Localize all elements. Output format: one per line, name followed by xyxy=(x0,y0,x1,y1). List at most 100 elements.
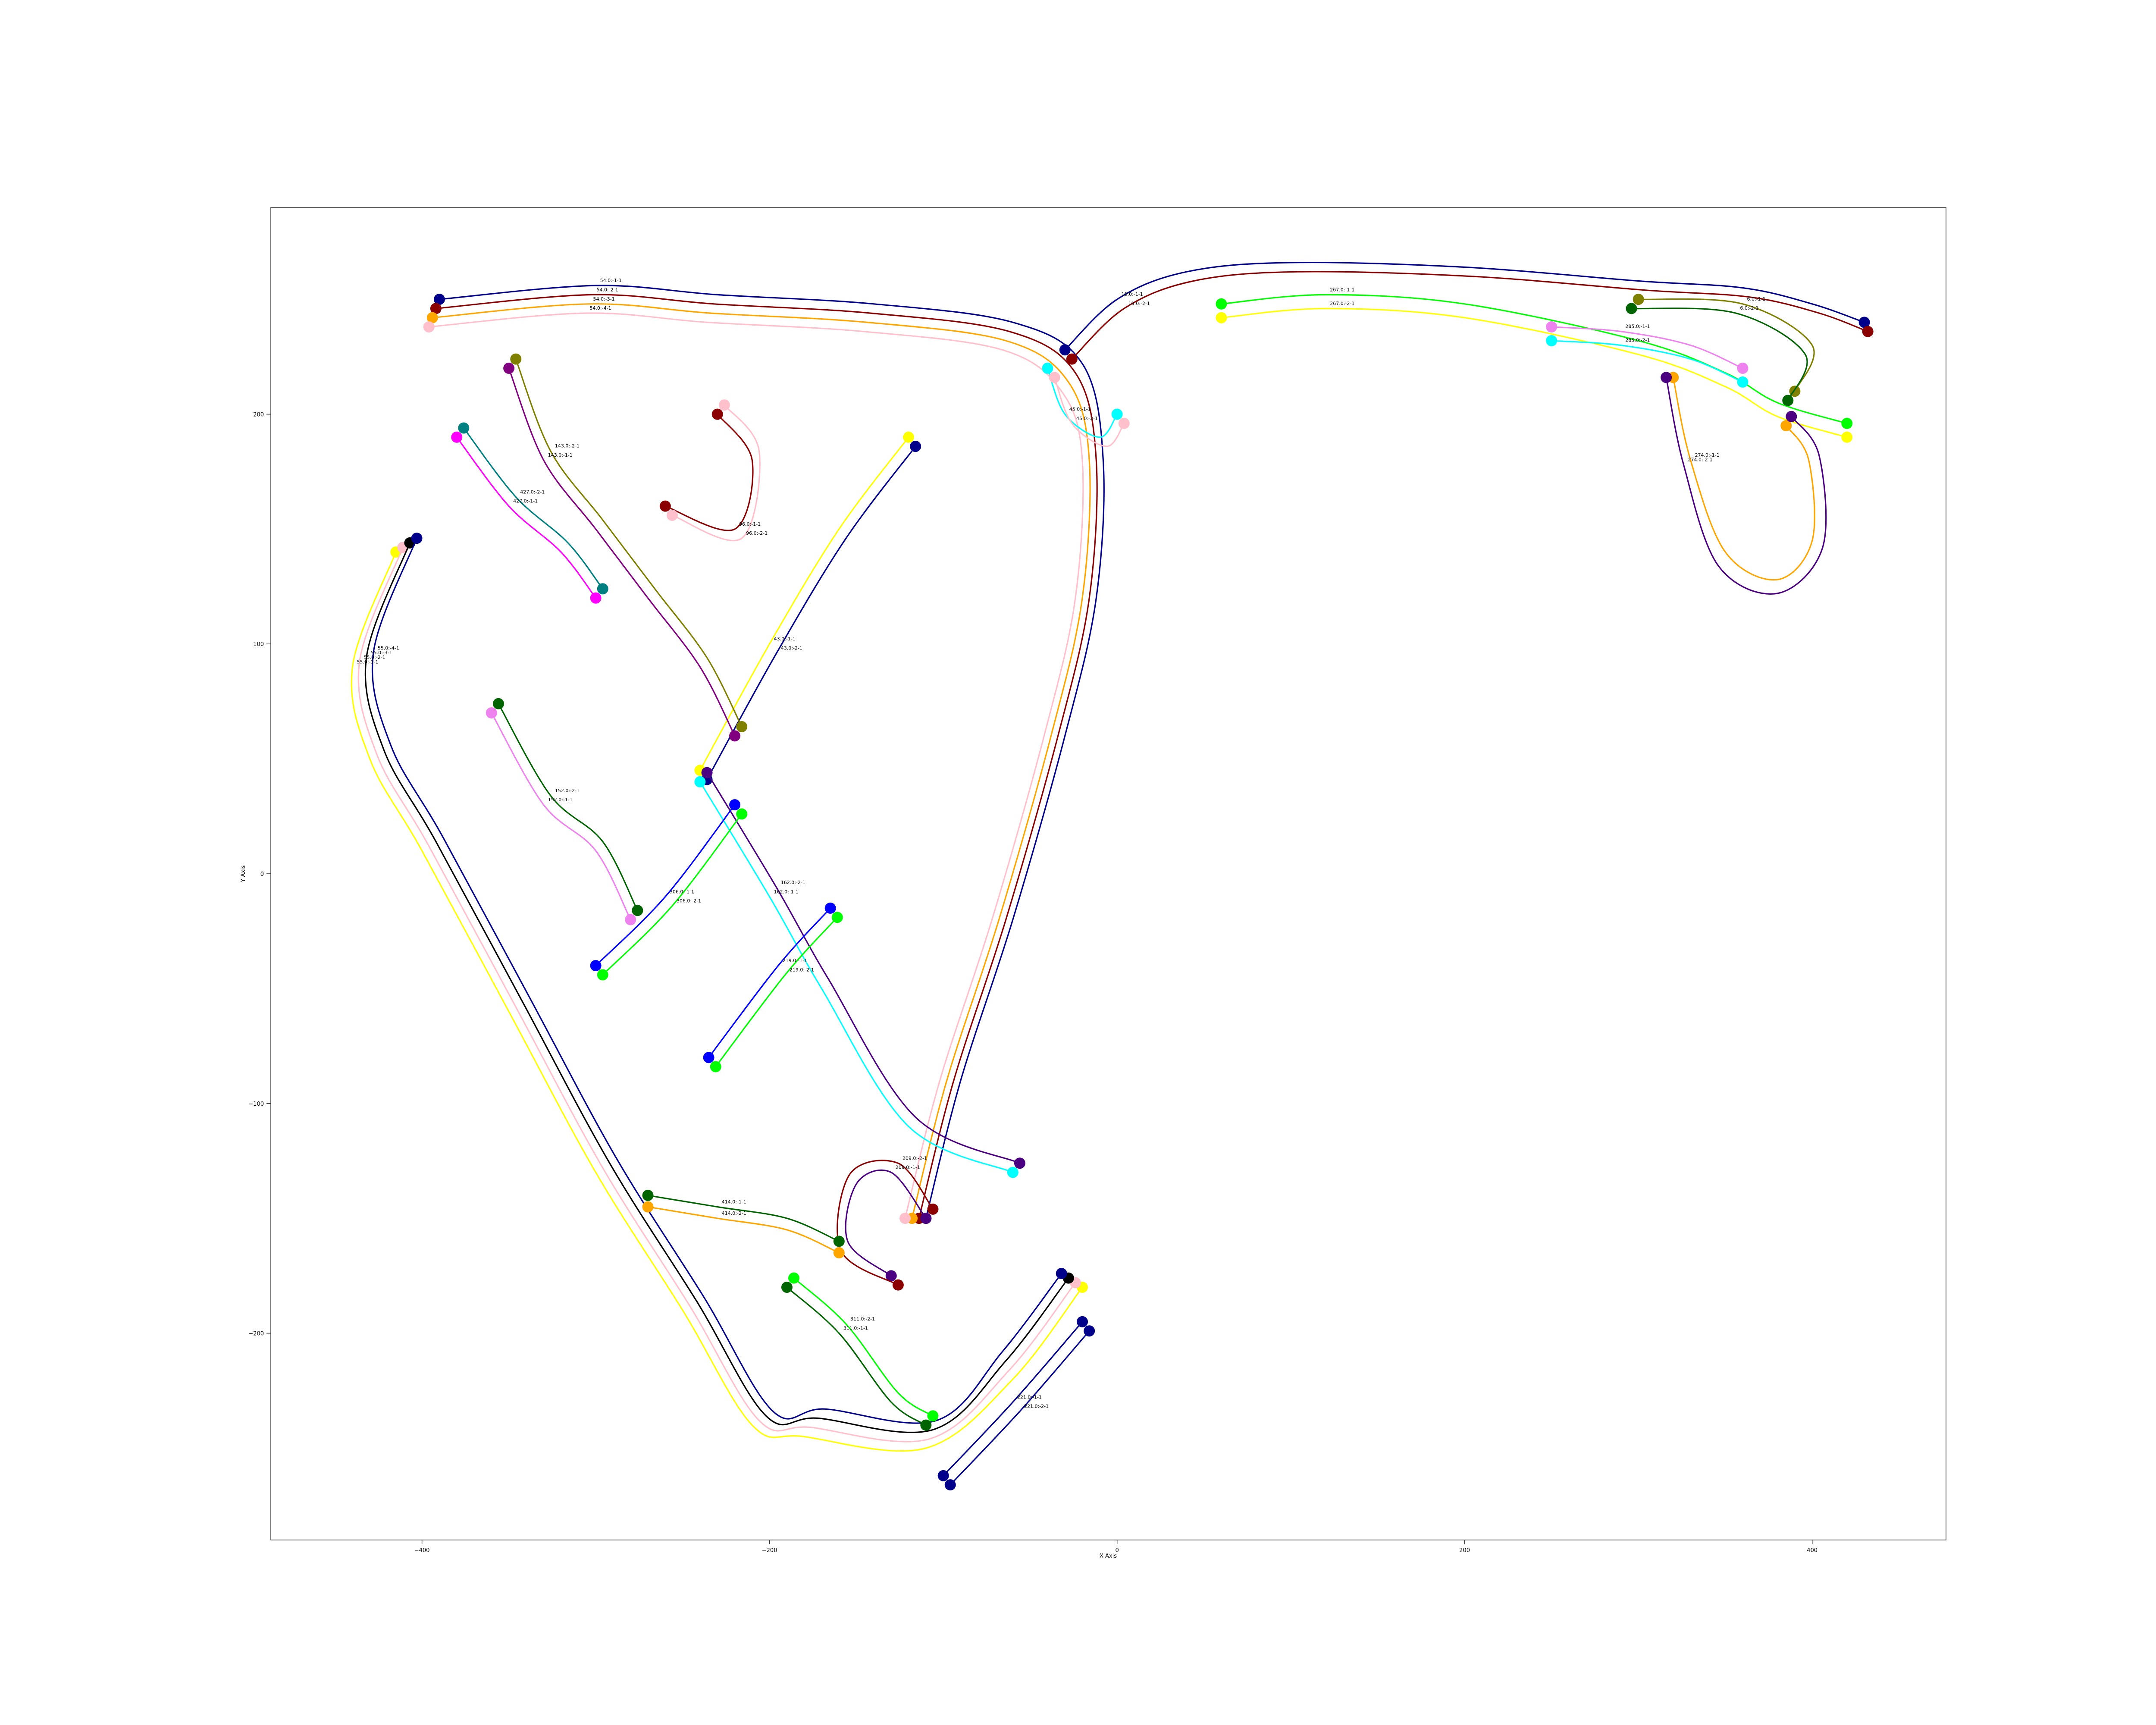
lane-line xyxy=(463,427,604,590)
x-tick-label: 400 xyxy=(1807,1547,1818,1554)
lane-label: 54.0:-1-1 xyxy=(600,278,622,283)
lane-end-point xyxy=(824,902,836,914)
lane-start-point xyxy=(510,353,522,365)
chart-label-layer: 54.0:-1-1 54.0:-2-1 54.0:-3-1 54.0:-4-1 55.0… xyxy=(357,278,1765,1409)
lane-end-point xyxy=(1786,411,1797,422)
lane-label: 55.0:-4-1 xyxy=(378,646,399,651)
lane-label: 54.0:-4-1 xyxy=(589,305,611,311)
lane-series xyxy=(590,799,741,972)
lane-series xyxy=(458,422,608,595)
lane-label: 267.0:-1-1 xyxy=(1330,287,1354,292)
lane-end-point xyxy=(1111,408,1123,420)
lane-label: 414.0:-2-1 xyxy=(722,1211,746,1216)
lane-start-point xyxy=(1059,344,1071,356)
lane-line xyxy=(1071,271,1869,360)
lane-line xyxy=(1220,307,1848,438)
lane-end-point xyxy=(833,1247,845,1259)
lane-series xyxy=(423,312,1084,1224)
lane-line xyxy=(1665,376,1827,595)
lane-start-point xyxy=(426,312,438,323)
lane-label: 162.0:-1-1 xyxy=(774,889,799,894)
lane-line xyxy=(699,436,909,771)
lane-start-point xyxy=(703,1052,714,1063)
lane-start-point xyxy=(430,303,442,314)
lane-end-point xyxy=(1077,1316,1088,1327)
lane-end-point xyxy=(632,905,643,916)
lane-end-point xyxy=(892,1279,904,1291)
lane-end-point xyxy=(1007,1167,1018,1178)
lane-series xyxy=(486,707,636,925)
lane-series xyxy=(1546,335,1749,388)
lane-end-point xyxy=(833,1236,845,1247)
chart-series-layer xyxy=(351,261,1874,1491)
lane-label: 274.0:-1-1 xyxy=(1695,452,1720,458)
lane-start-point xyxy=(788,1272,800,1284)
lane-start-point xyxy=(944,1479,956,1491)
lane-line xyxy=(786,1286,927,1426)
lane-line xyxy=(1551,326,1744,369)
lane-start-point xyxy=(642,1201,654,1213)
lane-label: 274.0:-2-1 xyxy=(1688,457,1712,463)
lane-end-point xyxy=(1737,362,1749,374)
lane-start-point xyxy=(1066,353,1078,365)
lane-line xyxy=(664,413,754,531)
lane-line xyxy=(699,781,1014,1173)
lane-label: 54.0:-3-1 xyxy=(593,296,615,302)
lane-series xyxy=(701,767,1025,1169)
lane-end-point xyxy=(920,1419,932,1431)
lane-series xyxy=(1661,372,1827,595)
lane-label: 311.0:-1-1 xyxy=(843,1326,868,1331)
lane-start-point xyxy=(458,422,470,434)
lane-start-point xyxy=(642,1189,654,1201)
y-tick-label: 200 xyxy=(253,411,264,418)
lane-series xyxy=(597,808,748,981)
lane-line xyxy=(647,1206,840,1254)
lane-start-point xyxy=(927,1203,939,1215)
lane-label: 143.0:-1-1 xyxy=(548,452,573,458)
lane-label: 285.0:-2-1 xyxy=(1625,338,1650,343)
lane-label: 311.0:-2-1 xyxy=(850,1316,875,1322)
lane-series xyxy=(430,294,1098,1224)
lane-line xyxy=(357,546,1076,1443)
lane-line xyxy=(671,404,761,542)
lane-label: 221.0:-1-1 xyxy=(1017,1394,1042,1400)
lane-label: 285.0:-1-1 xyxy=(1625,324,1650,329)
lane-label: 45.0:-1-1 xyxy=(1069,406,1091,412)
lane-line xyxy=(439,285,1105,1219)
lane-line xyxy=(715,916,838,1068)
lane-line xyxy=(602,813,743,975)
lane-series xyxy=(703,902,836,1063)
lane-start-point xyxy=(411,533,423,544)
lane-line xyxy=(837,1160,934,1286)
chart-axes: −400 −200 0 200 400 −200 −100 0 100 200 xyxy=(248,411,1818,1554)
lane-series xyxy=(642,1201,845,1259)
lane-series xyxy=(492,698,643,916)
lane-end-point xyxy=(910,441,921,452)
lane-line xyxy=(1631,307,1808,401)
lane-start-point xyxy=(666,509,678,521)
lane-line xyxy=(508,367,736,737)
lane-label: 45.0:-2-1 xyxy=(1076,416,1098,421)
lane-end-point xyxy=(736,808,748,820)
lane-end-point xyxy=(625,914,636,925)
lane-start-point xyxy=(920,1213,932,1224)
lane-series xyxy=(666,399,761,542)
lane-series xyxy=(937,1316,1088,1481)
lane-line xyxy=(1551,340,1744,383)
lane-line xyxy=(432,303,1091,1219)
lane-line xyxy=(943,1321,1083,1477)
lane-label: 6.0:-1-1 xyxy=(1747,296,1765,302)
lane-series xyxy=(1633,294,1815,397)
lane-line xyxy=(950,1330,1090,1486)
lane-label: 209.0:-1-1 xyxy=(896,1165,920,1170)
x-tick-label: −400 xyxy=(414,1547,430,1554)
lane-series xyxy=(694,776,1018,1178)
y-tick-label: −100 xyxy=(248,1101,264,1107)
lane-end-point xyxy=(1858,317,1870,328)
lane-series xyxy=(451,431,602,604)
lane-start-point xyxy=(1216,312,1227,323)
lane-start-point xyxy=(937,1470,949,1481)
lane-start-point xyxy=(1626,303,1637,314)
lane-label: 219.0:-2-1 xyxy=(790,967,814,972)
